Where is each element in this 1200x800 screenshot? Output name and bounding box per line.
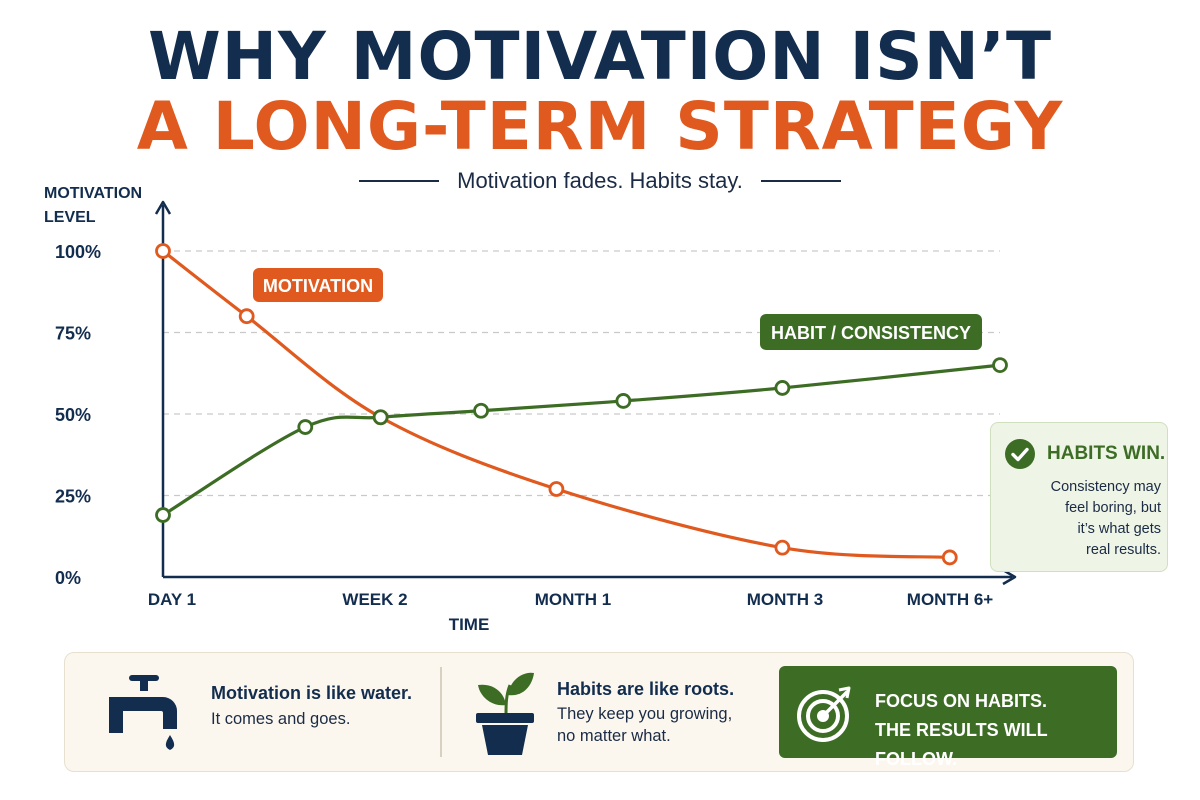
focus-line: FOCUS ON HABITS. xyxy=(875,691,1048,711)
x-tick-label: DAY 1 xyxy=(148,590,196,609)
habit-point xyxy=(615,393,632,409)
line-chart: 0% 25% 50% 75% 100% MOTIVATION LEVEL DAY 1 WEEK … xyxy=(44,185,1017,634)
title-line-2: A LONG-TERM STRATEGY xyxy=(136,88,1064,165)
habit-label-badge xyxy=(760,314,982,350)
y-tick-label: 75% xyxy=(55,324,91,344)
y-tick-label: 25% xyxy=(55,487,91,507)
roots-text-line: They keep you growing, xyxy=(557,705,733,723)
motivation-point xyxy=(548,481,565,497)
y-tick-label: 100% xyxy=(55,242,101,262)
motivation-label-badge xyxy=(253,268,383,302)
habit-label: HABIT / CONSISTENCY xyxy=(771,323,971,343)
motivation-point xyxy=(238,308,255,325)
y-tick-label: 0% xyxy=(55,568,81,588)
water-text: It comes and goes. xyxy=(211,710,351,728)
habit-point xyxy=(372,409,389,426)
callout-line: Consistency may xyxy=(1050,479,1161,495)
axes xyxy=(154,200,1017,586)
habit-point xyxy=(774,380,791,396)
subtitle-rule-left xyxy=(359,180,440,182)
x-tick-label: MONTH 6+ xyxy=(907,590,994,609)
callout-body: Consistency may feel boring, but it’s wh… xyxy=(1003,477,1161,561)
callout-title: HABITS WIN. xyxy=(1047,443,1166,464)
habit-point xyxy=(155,507,171,523)
habit-line xyxy=(161,363,1002,517)
motivation-label: MOTIVATION xyxy=(263,276,373,296)
focus-line: THE RESULTS WILL FOLLOW. xyxy=(875,720,1048,769)
panel-divider xyxy=(440,667,442,757)
check-icon xyxy=(1005,439,1035,469)
habit-point xyxy=(473,402,489,419)
subtitle: Motivation fades. Habits stay. xyxy=(457,168,743,193)
x-tick-label: WEEK 2 xyxy=(342,590,407,609)
focus-text: FOCUS ON HABITS. THE RESULTS WILL FOLLOW… xyxy=(875,687,1117,774)
callout-line: it’s what gets xyxy=(1077,521,1161,537)
axis-labels: 0% 25% 50% 75% 100% MOTIVATION LEVEL DAY 1 WEEK … xyxy=(44,185,993,634)
x-axis-title: TIME xyxy=(449,615,490,634)
water-heading: Motivation is like water. xyxy=(211,683,413,703)
y-tick-label: 50% xyxy=(55,405,91,425)
focus-banner: FOCUS ON HABITS. THE RESULTS WILL FOLLOW… xyxy=(779,666,1117,769)
y-axis-arrow xyxy=(154,200,172,215)
series xyxy=(155,243,1008,566)
motivation-point xyxy=(774,539,791,556)
roots-text: They keep you growing, no matter what. xyxy=(557,703,732,747)
title-line-1: WHY MOTIVATION ISN’T xyxy=(147,18,1053,95)
roots-text-line: no matter what. xyxy=(557,727,671,745)
habits-win-callout: HABITS WIN. Consistency may feel boring,… xyxy=(990,422,1168,572)
bottom-panel: Motivation is like water. It comes and g… xyxy=(64,652,1134,772)
habit-point xyxy=(297,419,314,435)
subtitle-rule-right xyxy=(760,180,841,182)
target-icon xyxy=(795,684,855,749)
faucet-icon xyxy=(105,671,195,764)
x-tick-label: MONTH 1 xyxy=(535,590,612,609)
motivation-point xyxy=(155,243,171,259)
y-axis-title: MOTIVATION xyxy=(44,185,142,202)
habit-point xyxy=(992,357,1008,374)
callout-line: real results. xyxy=(1086,542,1161,558)
x-axis-arrow xyxy=(1002,568,1017,586)
y-axis-title: LEVEL xyxy=(44,209,96,226)
roots-heading: Habits are like roots. xyxy=(557,679,735,699)
callout-line: feel boring, but xyxy=(1065,500,1161,516)
x-tick-label: MONTH 3 xyxy=(747,590,824,609)
subtitle-row: Motivation fades. Habits stay. xyxy=(0,168,1200,194)
plant-icon xyxy=(470,667,540,764)
motivation-point xyxy=(941,549,958,566)
